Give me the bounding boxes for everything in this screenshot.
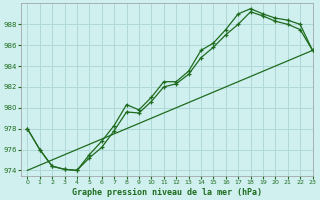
X-axis label: Graphe pression niveau de la mer (hPa): Graphe pression niveau de la mer (hPa) — [72, 188, 262, 197]
